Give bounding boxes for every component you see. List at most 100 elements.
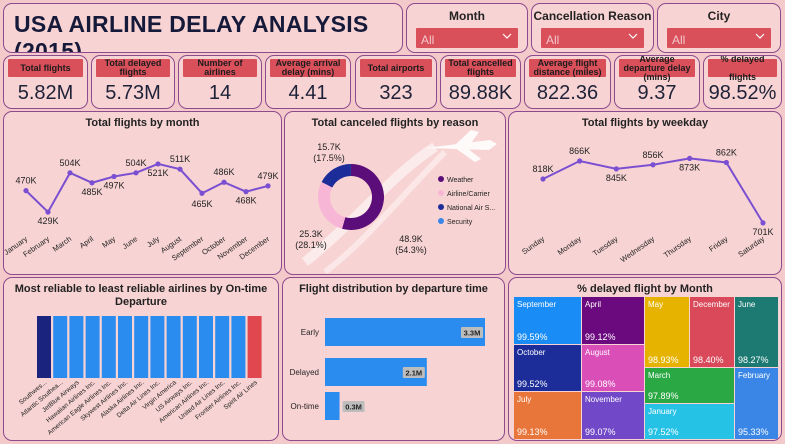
kpi-label: Number of airlines [183,59,257,77]
kpi-average-flight-distance: Average flight distance (miles) 822.36 [524,55,611,109]
title-panel: USA AIRLINE DELAY ANALYSIS (2015) [3,3,403,53]
data-point [67,170,73,176]
data-label: 862K [716,148,737,158]
kpi-value: 98.52% [708,82,777,104]
treemap-cell-label: February [738,371,771,380]
series-line [542,157,764,224]
cancellation-filter-label: Cancellation Reason [533,9,652,23]
cancellation-reason-filter[interactable]: Cancellation Reason All [531,3,654,53]
flights-by-weekday-panel: Total flights by weekday 818K Sunday 866K M… [508,111,782,275]
data-point [111,173,117,180]
flights-by-month-panel: Total flights by month 470K January 429K Fe… [3,111,282,275]
kpi-number-of-airlines: Number of airlines 14 [178,55,262,109]
treemap-cell: October 99.52% [514,345,581,391]
x-tick-label: April [78,234,96,250]
slice-percent-label: (54.3%) [395,245,427,255]
cancelled-by-reason-panel: Total canceled flights by reason 48.9K (5… [284,111,506,275]
delayed-by-month-treemap: September 99.59% April 99.12% May 98.93% Decem… [514,297,778,439]
bar [85,316,100,378]
data-label: 856K [642,150,663,160]
airline-reliability-chart: Southwes...Atlantic Southea...JetBlue Ai… [18,316,262,437]
chart-title: Total flights by month [85,117,200,129]
bar [101,316,116,378]
flights-by-weekday-chart: 818K Sunday 866K Monday 845K Tuesday 856K Wedne… [520,146,773,264]
legend-label: Weather [447,177,474,184]
data-point [723,159,729,166]
chevron-down-icon [628,33,638,39]
legend-label: Airline/Carrier [447,191,490,198]
bar [166,316,181,378]
treemap-cell: August 99.08% [582,345,644,391]
chart-title: Most reliable to least reliable airlines… [14,283,268,308]
kpi-total-delayed-flights: Total delayed flights 5.73M [91,55,175,109]
x-tick-label: May [100,234,117,250]
pie-slice [342,164,384,230]
treemap-cell-value: 98.27% [738,355,769,365]
data-label: 866K [569,146,590,156]
data-point [265,183,271,189]
data-label: 3.3M [464,329,481,338]
data-label: 485K [81,187,102,197]
month-select-value: All [421,33,435,47]
treemap-cell-label: March [648,371,671,380]
treemap-cell: September 99.59% [514,297,581,344]
flights-by-month-chart: 470KJanuary429KFebruary504KMarch485KApri… [4,154,279,263]
bar [247,316,262,378]
treemap-cell-value: 99.07% [585,427,616,437]
month-filter[interactable]: Month All [406,3,528,53]
bar [134,316,149,378]
treemap-cell: November 99.07% [582,392,644,439]
bar [118,316,132,378]
data-label: 468K [235,196,256,206]
departure-distribution-panel: Flight distribution by departure time Ea… [282,277,505,441]
bar [215,316,230,378]
kpi-label: % delayed flights [708,56,777,82]
treemap-cell: July 99.13% [514,392,581,439]
treemap-cell-label: November [585,395,622,404]
month-select[interactable]: All [416,28,518,48]
kpi-total-airports: Total airports 323 [355,55,437,109]
data-label-bg [461,327,483,338]
treemap-cell-label: August [585,348,610,357]
x-tick-label: June [121,234,139,251]
city-select[interactable]: All [667,28,771,48]
chart-title: % delayed flight by Month [577,283,713,295]
city-filter[interactable]: City All [657,3,781,53]
treemap-cell-value: 98.40% [693,355,724,365]
data-label: 470K [15,176,36,186]
x-tick-label: Monday [556,234,583,257]
treemap-cell-label: January [648,407,677,416]
kpi-percent-delayed-flights: % delayed flights 98.52% [703,55,782,109]
data-point [577,158,583,164]
chart-title: Total canceled flights by reason [311,117,479,129]
kpi-label: Average departure delay (mins) [619,56,695,81]
data-point [243,189,249,195]
treemap-cell-value: 95.33% [738,427,769,437]
kpi-average-departure-delay: Average departure delay (mins) 9.37 [614,55,700,109]
legend-swatch [438,176,444,182]
data-point [687,155,693,161]
chart-title: Flight distribution by departure time [299,283,488,295]
departure-distribution-chart: Early 3.3M Delayed 2.1M On-time 0.3M [290,318,485,420]
treemap-cell: February 95.33% [735,368,778,439]
bar [199,316,213,378]
data-label-bg [402,367,425,378]
data-label: 873K [679,162,700,172]
cancellation-select[interactable]: All [541,28,644,48]
kpi-value: 14 [208,82,232,104]
treemap-cell-value: 99.59% [517,332,548,342]
data-label: 497K [103,180,124,190]
legend-label: National Air S... [447,205,495,212]
kpi-total-cancelled-flights: Total cancelled flights 89.88K [440,55,521,109]
data-point [650,162,656,168]
data-label: 486K [213,167,234,177]
data-label: 2.1M [405,369,422,378]
kpi-label: Total airports [360,59,432,77]
treemap-cell: March 97.89% [645,368,734,403]
kpi-value: 89.88K [448,82,513,104]
slice-percent-label: (17.5%) [313,153,345,163]
treemap-cell-value: 98.93% [648,355,679,365]
slice-value-label: 25.3K [299,229,323,239]
kpi-label: Total flights [8,59,83,77]
data-label: 0.3M [345,403,362,412]
